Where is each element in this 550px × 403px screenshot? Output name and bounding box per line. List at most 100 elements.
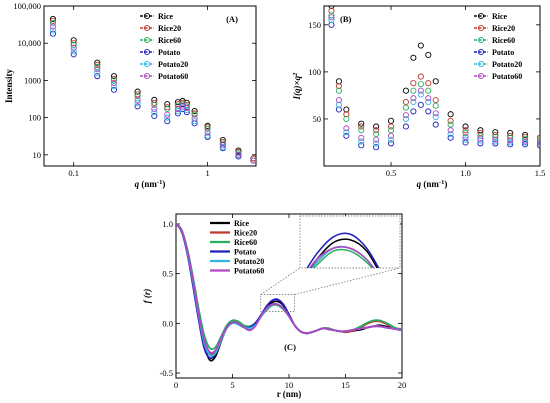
y-tick-label: 0.5 xyxy=(162,269,173,279)
data-point-rice xyxy=(49,15,57,22)
legend-marker-rice60 xyxy=(477,36,485,44)
data-point-potato xyxy=(134,103,141,110)
data-area xyxy=(176,223,402,362)
data-point-rice20 xyxy=(94,61,101,69)
legend-label-rice20: Rice20 xyxy=(158,24,181,33)
data-point-potato20 xyxy=(219,144,226,151)
legend-label-rice: Rice xyxy=(492,12,508,21)
data-point-rice20 xyxy=(536,134,540,141)
x-tick-label: 0.1 xyxy=(68,168,79,178)
data-point-rice60 xyxy=(410,87,417,94)
legend-marker-potato60 xyxy=(143,72,151,80)
data-point-rice20 xyxy=(343,111,350,118)
data-point-potato xyxy=(110,86,118,93)
data-point-potato60 xyxy=(94,66,101,73)
data-point-potato xyxy=(343,132,350,139)
y-tick-label: 10 xyxy=(33,150,42,160)
data-point-potato xyxy=(536,142,540,149)
data-point-rice60 xyxy=(373,130,380,138)
legend-marker-rice xyxy=(143,12,151,20)
data-point-potato xyxy=(432,121,439,128)
data-point-potato60 xyxy=(536,139,540,146)
data-point-rice xyxy=(70,37,77,44)
y-tick-label: 100,000 xyxy=(13,1,41,11)
legend-marker-potato60 xyxy=(477,72,485,80)
data-point-potato xyxy=(373,144,380,151)
data-point-potato20 xyxy=(387,136,395,143)
legend-marker-potato xyxy=(143,48,151,56)
data-point-potato60 xyxy=(110,79,118,87)
legend-label-potato20: Potato20 xyxy=(158,60,188,69)
x-tick-label: 0 xyxy=(174,380,178,390)
data-point-rice xyxy=(462,123,469,130)
data-point-potato xyxy=(94,73,101,80)
x-axis-label: q (nm-1) xyxy=(417,179,448,189)
data-point-potato60 xyxy=(151,105,158,113)
inset-line-rice xyxy=(309,238,378,268)
legend-label-potato: Potato xyxy=(492,48,514,57)
data-point-potato60 xyxy=(410,95,417,102)
legend-label-potato20: Potato20 xyxy=(492,60,522,69)
data-point-potato20 xyxy=(462,136,469,143)
panel-c-pddf-plot: 0 5 10 15 20-0.50.00.51.0 RiceRice20Rice60Pot… xyxy=(142,213,407,399)
data-point-rice xyxy=(335,78,342,85)
data-point-rice20 xyxy=(447,117,454,124)
data-point-rice20 xyxy=(492,131,499,138)
legend-marker-potato20 xyxy=(477,60,485,68)
data-point-rice20 xyxy=(328,7,335,14)
data-point-potato xyxy=(358,142,365,149)
series-rice60 xyxy=(49,19,256,164)
data-point-potato60 xyxy=(183,105,190,112)
y-tick-label: -0.5 xyxy=(160,368,173,378)
data-point-rice60 xyxy=(462,130,469,137)
series-rice20 xyxy=(328,7,540,141)
data-point-rice xyxy=(425,51,432,58)
x-tick-label: 20 xyxy=(398,380,407,390)
data-point-potato20 xyxy=(358,138,365,145)
data-point-potato60 xyxy=(507,137,514,144)
data-point-rice60 xyxy=(492,133,499,140)
data-point-rice60 xyxy=(432,102,439,109)
legend-label-rice60: Rice60 xyxy=(234,238,257,247)
data-point-potato20 xyxy=(402,115,409,122)
data-point-rice60 xyxy=(358,127,365,134)
data-point-rice60 xyxy=(183,103,190,110)
data-point-rice60 xyxy=(402,104,409,111)
panel-label: (C) xyxy=(284,342,296,352)
data-point-potato20 xyxy=(477,137,484,144)
data-point-potato xyxy=(417,101,424,108)
series-potato60 xyxy=(328,14,540,146)
data-point-potato xyxy=(477,140,484,147)
data-point-potato60 xyxy=(343,125,350,132)
y-axis-label: f (r) xyxy=(142,289,152,304)
data-point-potato60 xyxy=(417,87,424,94)
data-point-potato20 xyxy=(373,140,380,147)
data-point-rice xyxy=(447,111,454,118)
data-point-rice60 xyxy=(343,115,350,122)
data-point-rice60 xyxy=(151,101,158,108)
data-point-rice xyxy=(492,129,499,136)
data-point-potato xyxy=(49,30,57,37)
data-point-potato xyxy=(335,106,342,113)
data-point-rice60 xyxy=(328,12,335,19)
data-point-potato xyxy=(235,153,242,160)
data-point-potato20 xyxy=(94,69,101,76)
data-point-rice xyxy=(522,131,529,138)
data-area xyxy=(328,6,540,151)
y-tick-label: 0.0 xyxy=(162,318,173,328)
zoom-connector xyxy=(294,267,401,295)
data-point-rice20 xyxy=(462,127,469,134)
data-point-rice xyxy=(134,88,141,95)
plot-frame xyxy=(43,5,257,167)
series-rice xyxy=(328,6,540,141)
data-point-rice60 xyxy=(417,81,424,88)
legend-label-potato: Potato xyxy=(158,48,180,57)
x-tick-label: 1.0 xyxy=(460,168,471,178)
data-point-potato xyxy=(425,108,432,115)
legend-marker-potato20 xyxy=(143,60,151,68)
data-point-potato60 xyxy=(402,112,409,119)
data-point-rice20 xyxy=(387,123,395,130)
data-point-rice xyxy=(432,78,439,85)
zoom-inset-background xyxy=(300,216,400,268)
